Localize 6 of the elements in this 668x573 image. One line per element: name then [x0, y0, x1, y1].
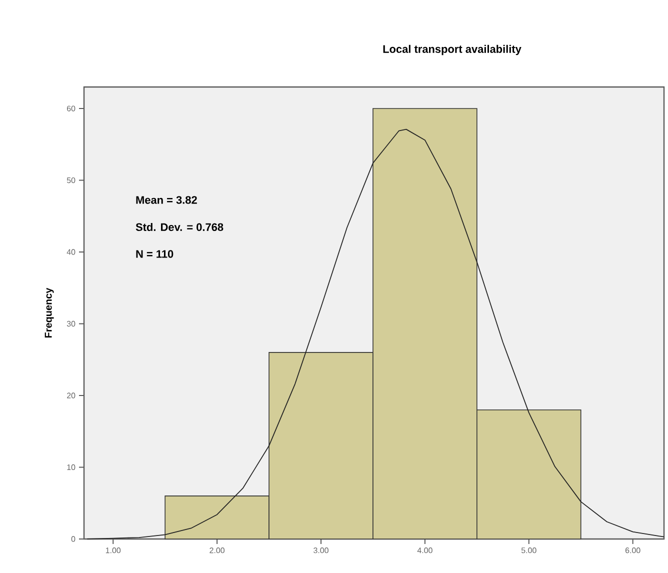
annotation: Mean = 3.82 [136, 196, 197, 204]
y-axis-title: Frequency [44, 288, 54, 338]
line-series [86, 128, 664, 540]
annotation: N = 110 [136, 250, 174, 258]
chart-title: Local transport availability [383, 44, 522, 56]
annotation: Std. Dev. = 0.768 [136, 222, 224, 232]
